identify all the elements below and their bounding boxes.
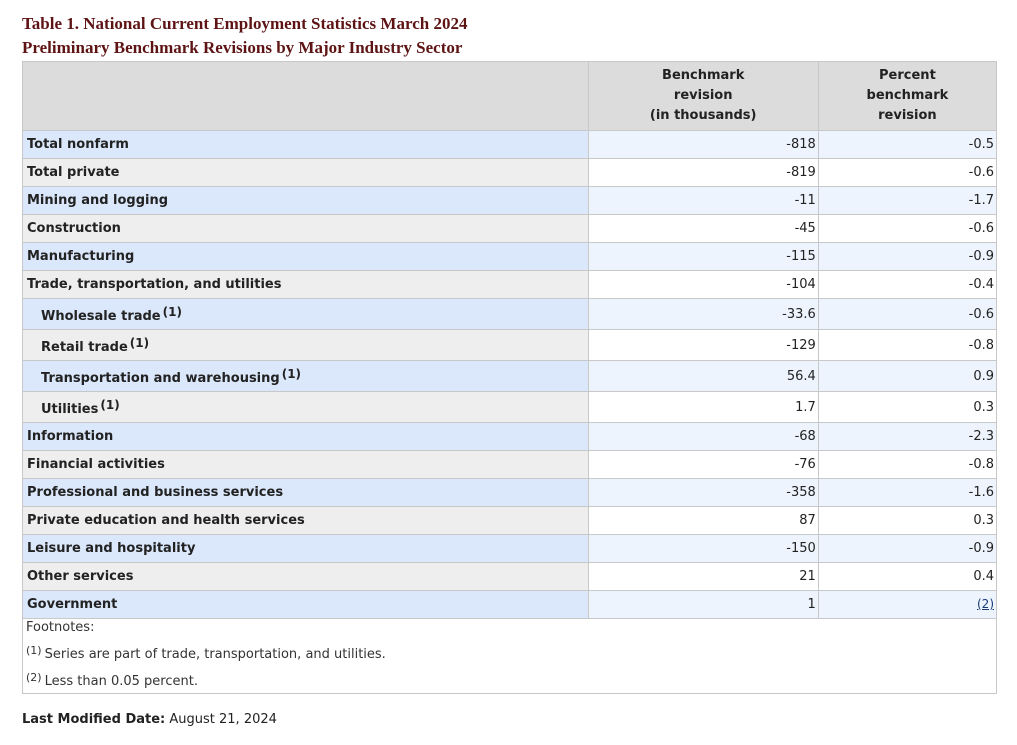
footnote-mark: (2)	[26, 671, 42, 684]
table-row: Transportation and warehousing (1) 56.4 0…	[22, 360, 998, 392]
percent-value: 0.3	[817, 506, 998, 535]
row-label: Mining and logging	[22, 186, 589, 215]
percent-value: -0.6	[817, 214, 998, 243]
benchmark-value: -11	[587, 186, 819, 215]
table-row: Total private -819 -0.6	[22, 158, 998, 187]
benchmark-value: 56.4	[587, 360, 819, 392]
last-modified-label: Last Modified Date:	[22, 712, 166, 727]
row-label: Utilities (1)	[22, 391, 589, 423]
header-percent-revision: Percent benchmark revision	[817, 61, 998, 131]
table-row: Trade, transportation, and utilities -10…	[22, 270, 998, 299]
table-row: Wholesale trade (1) -33.6 -0.6	[22, 298, 998, 330]
percent-value: -1.6	[817, 478, 998, 507]
percent-value: -0.9	[817, 242, 998, 271]
table-row: Financial activities -76 -0.8	[22, 450, 998, 479]
header-text: revision	[673, 88, 733, 103]
benchmark-value: 21	[587, 562, 819, 591]
percent-value: -2.3	[817, 422, 998, 451]
benchmark-value: -818	[587, 130, 819, 159]
percent-value: -1.7	[817, 186, 998, 215]
percent-value: 0.4	[817, 562, 998, 591]
last-modified: Last Modified Date: August 21, 2024	[22, 712, 277, 727]
table-row: Retail trade (1) -129 -0.8	[22, 329, 998, 361]
table-row: Professional and business services -358 …	[22, 478, 998, 507]
table-row: Information -68 -2.3	[22, 422, 998, 451]
row-label: Transportation and warehousing (1)	[22, 360, 589, 392]
percent-value: -0.8	[817, 329, 998, 361]
benchmark-value: -150	[587, 534, 819, 563]
table-row: Manufacturing -115 -0.9	[22, 242, 998, 271]
header-text: Benchmark	[662, 68, 745, 83]
benchmark-value: -45	[587, 214, 819, 243]
percent-value: -0.6	[817, 158, 998, 187]
table-title-line-2: Preliminary Benchmark Revisions by Major…	[22, 38, 463, 57]
row-label: Other services	[22, 562, 589, 591]
row-label: Total nonfarm	[22, 130, 589, 159]
benchmark-value: 1	[587, 590, 819, 619]
last-modified-date: August 21, 2024	[169, 712, 277, 727]
row-label: Professional and business services	[22, 478, 589, 507]
benchmark-value: 87	[587, 506, 819, 535]
percent-value: -0.9	[817, 534, 998, 563]
percent-value: 0.3	[817, 391, 998, 423]
benchmark-value: -76	[587, 450, 819, 479]
footnotes-title: Footnotes:	[26, 620, 95, 635]
percent-value: (2)	[817, 590, 998, 619]
header-benchmark-revision: Benchmark revision (in thousands)	[587, 61, 819, 131]
footnotes-section: Footnotes: (1) Series are part of trade, …	[22, 618, 997, 694]
benchmark-value: -129	[587, 329, 819, 361]
benchmark-value: -68	[587, 422, 819, 451]
row-label: Government	[22, 590, 589, 619]
row-label: Total private	[22, 158, 589, 187]
benchmark-value: -33.6	[587, 298, 819, 330]
table-row: Utilities (1) 1.7 0.3	[22, 391, 998, 423]
footnote-2-link[interactable]: (2)	[977, 597, 994, 611]
row-label: Leisure and hospitality	[22, 534, 589, 563]
footnote-1: (1) Series are part of trade, transportat…	[26, 639, 993, 666]
footnote-marker: (1)	[100, 397, 120, 412]
footnote-text: Less than 0.05 percent.	[44, 674, 198, 689]
row-label: Financial activities	[22, 450, 589, 479]
row-label: Manufacturing	[22, 242, 589, 271]
header-text: Percent	[879, 68, 936, 83]
table-row: Government 1 (2)	[22, 590, 998, 619]
row-label: Private education and health services	[22, 506, 589, 535]
header-corner-cell	[22, 61, 589, 131]
table-row: Other services 21 0.4	[22, 562, 998, 591]
table-row: Construction -45 -0.6	[22, 214, 998, 243]
table-title-line-1: Table 1. National Current Employment Sta…	[22, 14, 468, 33]
percent-value: -0.8	[817, 450, 998, 479]
footnotes-row: Footnotes: (1) Series are part of trade, …	[22, 618, 997, 694]
table-row: Private education and health services 87…	[22, 506, 998, 535]
header-text: revision	[878, 108, 937, 123]
benchmark-value: -819	[587, 158, 819, 187]
row-label: Retail trade (1)	[22, 329, 589, 361]
percent-value: -0.6	[817, 298, 998, 330]
header-row: Benchmark revision (in thousands) Percen…	[22, 61, 998, 131]
row-label: Information	[22, 422, 589, 451]
benchmark-value: -358	[587, 478, 819, 507]
header-text: (in thousands)	[649, 108, 757, 123]
benchmark-revisions-table: Benchmark revision (in thousands) Percen…	[22, 61, 998, 694]
benchmark-value: -104	[587, 270, 819, 299]
percent-value: -0.5	[817, 130, 998, 159]
benchmark-value: 1.7	[587, 391, 819, 423]
row-label: Trade, transportation, and utilities	[22, 270, 589, 299]
table-row: Total nonfarm -818 -0.5	[22, 130, 998, 159]
header-text: benchmark	[866, 88, 949, 103]
footnote-mark: (1)	[26, 644, 42, 657]
table-row: Mining and logging -11 -1.7	[22, 186, 998, 215]
footnote-text: Series are part of trade, transportation…	[44, 647, 386, 662]
footnote-marker: (1)	[162, 304, 182, 319]
footnote-2: (2) Less than 0.05 percent.	[26, 666, 993, 693]
percent-value: 0.9	[817, 360, 998, 392]
footnote-marker: (1)	[281, 366, 302, 381]
percent-value: -0.4	[817, 270, 998, 299]
row-label: Wholesale trade (1)	[22, 298, 589, 330]
row-label: Construction	[22, 214, 589, 243]
table-title: Table 1. National Current Employment Sta…	[22, 12, 467, 60]
footnote-marker: (1)	[129, 335, 150, 350]
table-row: Leisure and hospitality -150 -0.9	[22, 534, 998, 563]
benchmark-value: -115	[587, 242, 819, 271]
